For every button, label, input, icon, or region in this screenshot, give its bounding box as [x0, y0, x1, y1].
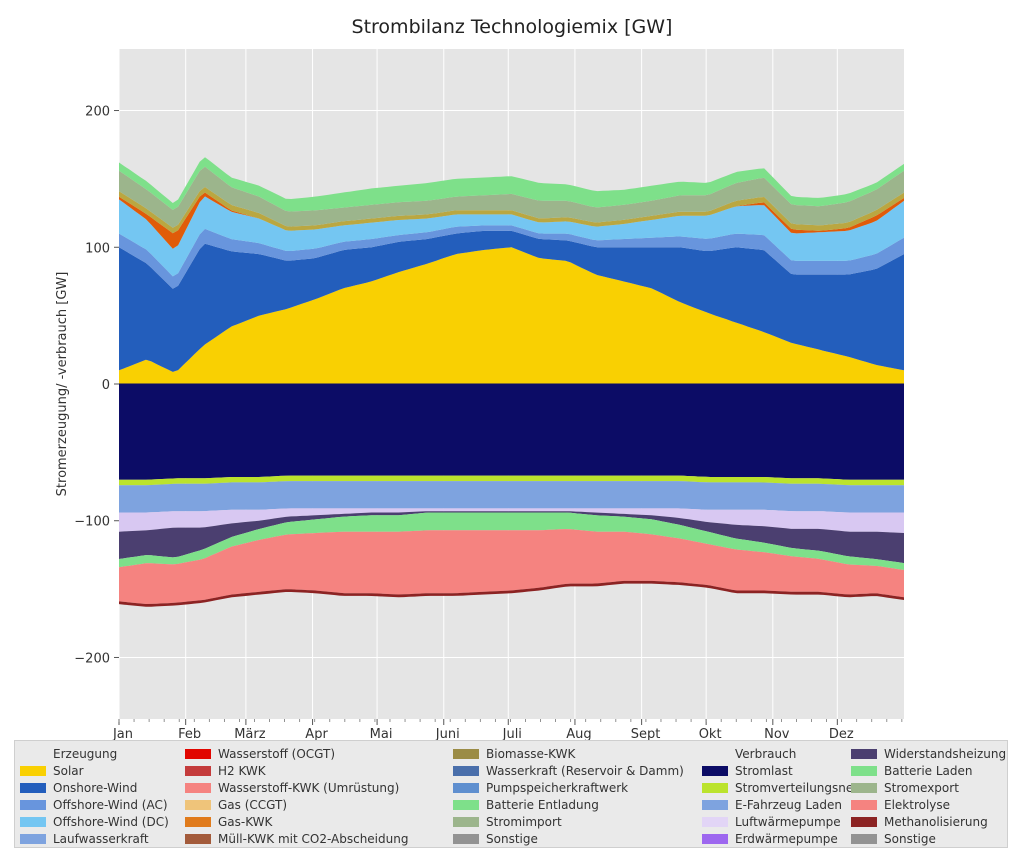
x-tick-label: Jan — [112, 727, 133, 740]
legend-label: Sonstige — [884, 832, 936, 846]
area-negative-methanolisierung — [119, 580, 904, 607]
x-tick-label: Dez — [829, 727, 854, 740]
y-axis-label: Stromerzeugung/ -verbrauch [GW] — [55, 272, 70, 497]
legend-swatch — [702, 800, 728, 810]
legend-label: Gas (CCGT) — [218, 798, 288, 812]
legend-label: Sonstige — [486, 832, 538, 846]
legend-swatch — [20, 800, 46, 810]
legend-swatch — [851, 766, 877, 776]
legend-swatch — [185, 766, 211, 776]
y-tick-label: 0 — [102, 378, 110, 393]
x-tick-label: Feb — [178, 727, 201, 740]
legend-label: Solar — [53, 764, 84, 778]
legend-label: Batterie Laden — [884, 764, 973, 778]
legend-label: Müll-KWK mit CO2-Abscheidung — [218, 832, 409, 846]
legend-swatch — [702, 783, 728, 793]
legend-label: Batterie Entladung — [486, 798, 599, 812]
legend-swatch — [185, 800, 211, 810]
legend-label: Laufwasserkraft — [53, 832, 149, 846]
area-negative-stromverteilungsnetz — [119, 475, 904, 486]
area-positive-stromimport — [119, 166, 904, 228]
legend-swatch — [185, 817, 211, 827]
legend-label: Gas-KWK — [218, 815, 273, 829]
legend-label: Pumpspeicherkraftwerk — [486, 781, 629, 795]
area-positive-onshore-wind — [119, 230, 904, 372]
legend-label: Wasserstoff-KWK (Umrüstung) — [218, 781, 400, 795]
legend-swatch — [20, 817, 46, 827]
y-tick-label: 200 — [85, 105, 110, 120]
legend-swatch — [185, 749, 211, 759]
legend-label: Stromimport — [486, 815, 562, 829]
legend-label: Wasserkraft (Reservoir & Damm) — [486, 764, 684, 778]
legend: Erzeugung Solar Onshore-Wind Offshore-Wind … — [14, 740, 1008, 848]
legend-label: Erzeugung — [53, 747, 118, 761]
x-tick-label: Aug — [566, 727, 591, 740]
legend-swatch — [851, 749, 877, 759]
area-series — [119, 157, 904, 607]
legend-swatch — [20, 783, 46, 793]
legend-label: Offshore-Wind (AC) — [53, 798, 168, 812]
area-negative-widerstandsheizung — [119, 511, 904, 564]
legend-label: Onshore-Wind — [53, 781, 138, 795]
x-tick-label: Apr — [305, 727, 328, 740]
legend-label: Stromexport — [884, 781, 959, 795]
legend-swatch — [20, 766, 46, 776]
x-tick-label: Juni — [435, 727, 460, 740]
legend-label: Luftwärmepumpe — [735, 815, 841, 829]
legend-swatch — [851, 834, 877, 844]
legend-label: H2 KWK — [218, 764, 266, 778]
legend-label: Stromlast — [735, 764, 793, 778]
legend-swatch — [453, 834, 479, 844]
legend-swatch — [851, 783, 877, 793]
legend-swatch — [185, 783, 211, 793]
legend-swatch — [702, 834, 728, 844]
axes: −200 −100 0 100 200 Jan Feb März Apr Mai Juni Juli A… — [74, 105, 904, 742]
legend-label: Widerstandsheizung — [884, 747, 1007, 761]
y-tick-label: −200 — [74, 651, 110, 666]
area-negative-elektrolyse — [119, 529, 904, 604]
legend-swatch — [185, 834, 211, 844]
legend-swatch — [453, 783, 479, 793]
x-tick-label: März — [234, 727, 266, 740]
legend-swatch — [453, 800, 479, 810]
x-tick-label: Sept — [631, 727, 661, 740]
legend-swatch — [702, 817, 728, 827]
x-tick-label: Okt — [699, 727, 722, 740]
legend-label: Biomasse-KWK — [486, 747, 576, 761]
legend-swatch — [20, 834, 46, 844]
x-tick-label: Nov — [764, 727, 790, 740]
x-tick-label: Juli — [502, 727, 522, 740]
y-tick-label: −100 — [74, 515, 110, 530]
area-negative-batterie-laden — [119, 512, 904, 570]
legend-swatch — [453, 766, 479, 776]
area-negative-stromlast — [119, 384, 904, 480]
legend-label: Methanolisierung — [884, 815, 988, 829]
legend-label: E-Fahrzeug Laden — [735, 798, 842, 812]
area-positive-batterie-entladung — [119, 157, 904, 212]
chart-title: Strombilanz Technologiemix [GW] — [352, 16, 673, 38]
y-tick-label: 100 — [85, 241, 110, 256]
legend-label: Wasserstoff (OCGT) — [218, 747, 336, 761]
legend-swatch — [453, 749, 479, 759]
legend-swatch — [851, 817, 877, 827]
legend-swatch — [453, 817, 479, 827]
chart-svg: Strombilanz Technologiemix [GW] Stromerz… — [55, 16, 904, 742]
area-negative-luftw-rmepumpe — [119, 508, 904, 533]
legend-label: Elektrolyse — [884, 798, 951, 812]
area-positive-solar — [119, 247, 904, 384]
legend-label: Erdwärmepumpe — [735, 832, 838, 846]
area-positive-offshore-wind-dc — [119, 196, 904, 277]
area-positive-biomasse-kwk — [119, 187, 904, 234]
area-positive-offshore-wind-ac — [119, 225, 904, 289]
x-tick-label: Mai — [370, 727, 393, 740]
legend-swatch — [702, 766, 728, 776]
legend-label: Offshore-Wind (DC) — [53, 815, 169, 829]
legend-label: Verbrauch — [735, 747, 797, 761]
legend-swatch — [851, 800, 877, 810]
legend-label: Stromverteilungsnetz — [735, 781, 865, 795]
area-negative-e-fahrzeug-laden — [119, 481, 904, 513]
